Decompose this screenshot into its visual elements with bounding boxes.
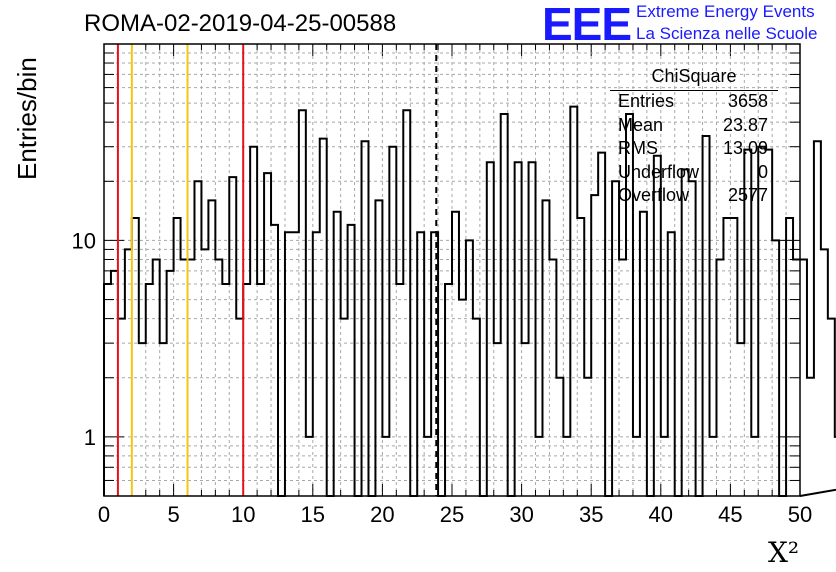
plot-frame <box>103 43 801 497</box>
stats-box: ChiSquare Entries 3658 Mean 23.87 RMS 13… <box>610 66 778 209</box>
x-tick-label: 50 <box>788 502 812 527</box>
stats-row-overflow: Overflow 2577 <box>610 185 778 209</box>
stats-row-mean: Mean 23.87 <box>610 115 778 139</box>
x-tick-label: 45 <box>718 502 742 527</box>
stats-value: 23.87 <box>722 114 768 135</box>
stats-label: Overflow <box>618 185 690 205</box>
x-tick-label: 5 <box>167 502 179 527</box>
eee-logo: EEE <box>542 0 632 50</box>
chart-title: ROMA-02-2019-04-25-00588 <box>84 10 397 37</box>
x-tick-label: 40 <box>649 502 673 527</box>
stats-value: 13.09 <box>722 138 768 158</box>
stats-value: 3658 <box>727 91 768 111</box>
x-axis-label: X² <box>768 536 800 569</box>
stats-title: ChiSquare <box>610 66 778 91</box>
x-tick-label: 15 <box>301 502 325 527</box>
stats-row-rms: RMS 13.09 <box>610 138 778 162</box>
stats-label: RMS <box>618 138 658 158</box>
stats-label: Mean <box>618 114 664 135</box>
histogram-series <box>103 105 836 497</box>
y-axis-label: Entries/bin <box>12 57 42 180</box>
x-tick-label: 25 <box>440 502 464 527</box>
stats-label: Entries <box>618 91 675 111</box>
y-tick-label: 10 <box>72 228 96 253</box>
logo-subtitle-line1: Extreme Energy Events <box>636 2 815 21</box>
logo-subtitle-line2: La Scienza nelle Scuole <box>636 24 818 43</box>
stats-row-entries: Entries 3658 <box>610 91 778 115</box>
x-tick-label: 10 <box>231 502 255 527</box>
stats-value: 2577 <box>727 185 768 205</box>
x-tick-label: 20 <box>370 502 394 527</box>
y-tick-label: 1 <box>84 425 96 450</box>
x-tick-label: 35 <box>579 502 603 527</box>
x-tick-label: 30 <box>509 502 533 527</box>
stats-label: Underflow <box>618 161 700 182</box>
stats-row-underflow: Underflow 0 <box>610 162 778 186</box>
stats-value: 0 <box>757 161 768 182</box>
x-tick-label: 0 <box>98 502 110 527</box>
